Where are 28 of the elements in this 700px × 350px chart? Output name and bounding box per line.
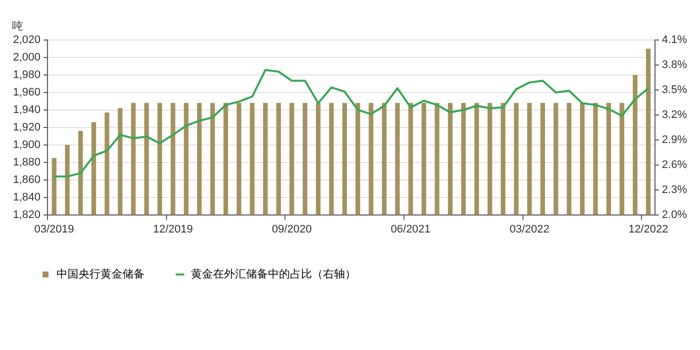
y-tick-label: 1,860 — [12, 174, 41, 186]
y2-tick-label: 2.3% — [662, 184, 688, 196]
y-axis-title: 吨 — [12, 20, 23, 33]
y2-tick-label: 2.9% — [662, 134, 688, 146]
legend-label: 中国央行黄金储备 — [56, 268, 144, 281]
x-tick-label: 03/2022 — [510, 223, 550, 236]
y-tick-label: 1,820 — [12, 208, 41, 221]
y-tick-label: 1,960 — [12, 86, 41, 98]
legend-label: 黄金在外汇储备中的占比（右轴） — [191, 268, 356, 281]
x-tick-label: 06/2021 — [390, 223, 431, 236]
y-tick-label: 2,000 — [12, 52, 41, 64]
x-tick-label: 12/2019 — [153, 223, 193, 236]
y2-tick-label: 3.2% — [662, 108, 688, 121]
y-tick-label: 1,900 — [12, 138, 41, 151]
y-tick-label: 1,980 — [12, 68, 41, 81]
y2-tick-label: 3.8% — [662, 59, 688, 72]
y-tick-label: 1,840 — [12, 191, 41, 204]
y-tick-label: 1,880 — [12, 156, 41, 168]
y-tick-label: 1,940 — [12, 104, 41, 116]
x-tick-label: 03/2019 — [34, 223, 74, 236]
y2-tick-label: 4.1% — [662, 34, 688, 46]
y2-tick-label: 2.6% — [662, 158, 688, 171]
y2-tick-label: 2.0% — [662, 208, 688, 221]
y-tick-label: 2,020 — [12, 34, 41, 46]
y-tick-label: 1,920 — [12, 121, 41, 134]
x-tick-label: 12/2022 — [628, 223, 668, 236]
x-tick-label: 09/2020 — [272, 223, 312, 236]
y2-tick-label: 3.5% — [662, 84, 688, 96]
